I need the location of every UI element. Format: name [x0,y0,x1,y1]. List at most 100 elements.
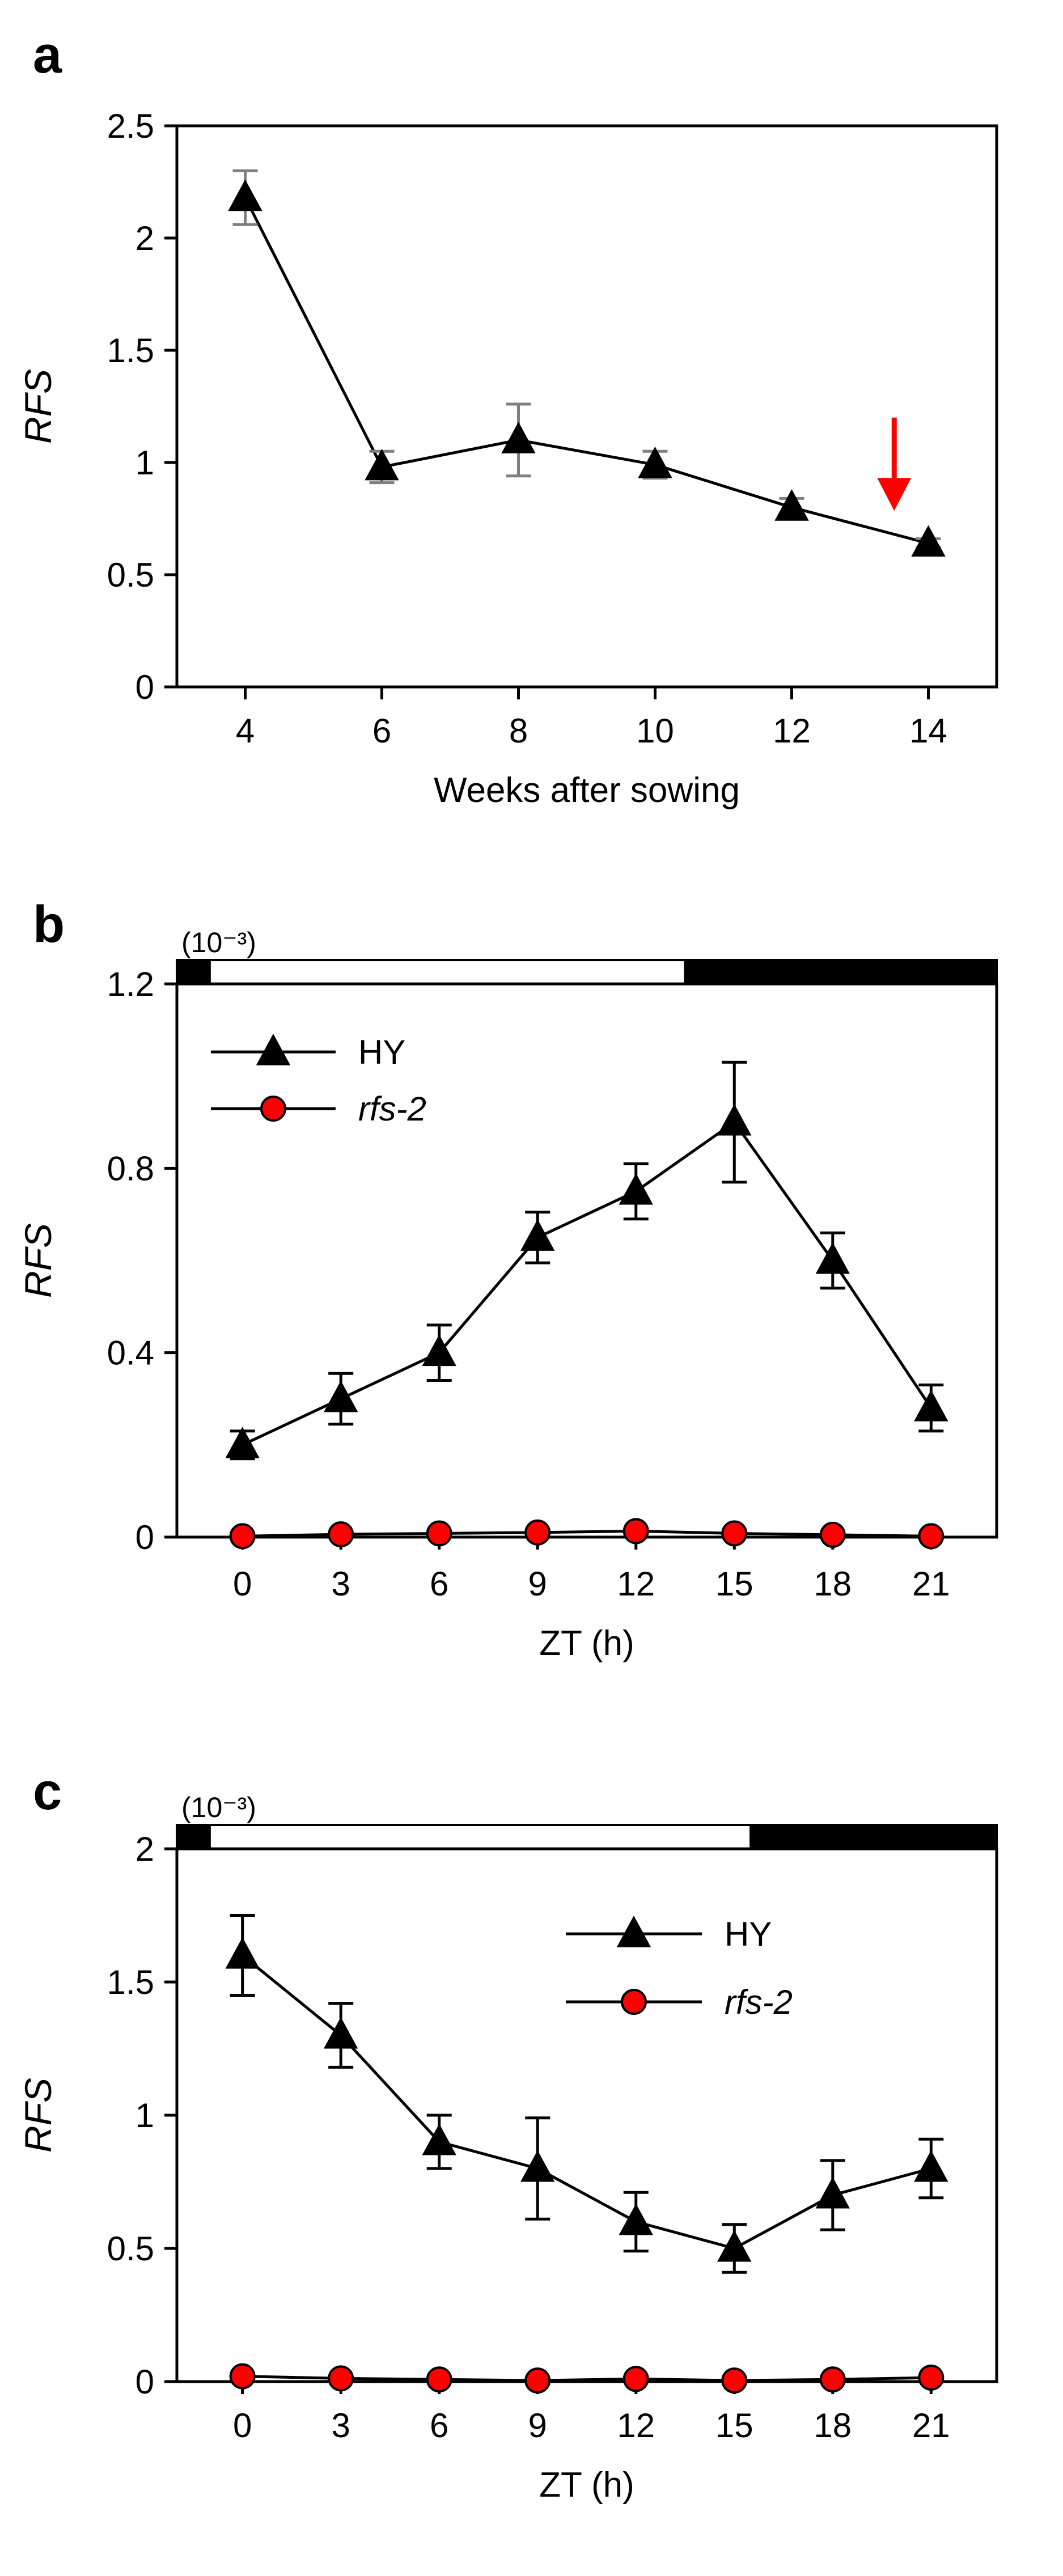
panel-b-legend-marker-rfs-2 [260,1096,286,1122]
panel-c-y-axis-title: RFS [17,2078,59,2153]
panel-letter-a: a [33,26,62,84]
panel-b-series-HY-point-9 [520,1219,555,1251]
panel-a-plot-frame [175,124,998,689]
panel-c-y-tick-label-2: 2 [135,1830,154,1868]
panel-b-photoperiod-light-segment-1 [208,959,687,985]
panel-c-series-rfs-2 [229,2363,945,2394]
panel-c-series-HY-point-0 [225,1937,260,1969]
panel-c-legend: HY rfs-2 [566,1915,793,2021]
panel-c-photoperiod-light-segment-1 [208,1824,752,1850]
panel-a-x-tick-label-10: 10 [636,712,674,750]
panel-c-photoperiod-dark-segment-0 [176,1824,211,1850]
panel-b-series-HY-point-0 [225,1427,260,1458]
panel-a-x-axis-title: Weeks after sowing [434,771,740,810]
panel-a-y-tick-label-1.5: 1.5 [107,332,154,370]
panel-a-x-tick-label-12: 12 [773,712,811,750]
panel-c-x-tick-label-18: 18 [814,2407,852,2445]
panel-c-series-rfs-2-point-3 [328,2365,354,2392]
panel-c-y-tick-label-1.5: 1.5 [107,1963,154,2001]
panel-c-series-HY-line [242,1954,931,2250]
panel-b-x-axis-title: ZT (h) [539,1624,634,1663]
chart-panel-a: 0 0.5 1 1.5 2 2.5 4 6 8 10 12 14 Weeks after sowing R… [17,107,998,810]
chart-panel-b: 0 0.4 0.8 1.2 0 3 6 9 12 15 18 21 ZT (h) RFS (10⁻³) HY r… [17,927,998,1663]
panel-a-series-RFS-point-8 [501,422,536,453]
panel-b-series-HY-point-3 [324,1380,358,1412]
panel-a-x-tick-label-14: 14 [909,712,947,750]
panel-c-series-HY-point-12 [619,2203,653,2235]
panel-c-series-HY-point-6 [422,2123,456,2155]
panel-c-series-HY-point-3 [324,2017,358,2049]
panel-c-series-rfs-2-point-6 [426,2366,452,2393]
panel-c-x-tick-label-0: 0 [233,2407,252,2445]
panel-b-series-rfs-2-point-18 [819,1521,846,1548]
panel-letter-b: b [33,896,65,953]
panel-b-scale-note: (10⁻³) [181,927,256,958]
panel-b-series-rfs-2-point-6 [426,1520,452,1547]
panel-a-y-tick-label-2: 2 [135,219,154,257]
panel-c-scale-note: (10⁻³) [181,1792,256,1823]
panel-c-photoperiod-dark-segment-2 [749,1824,998,1850]
panel-c-x-tick-label-12: 12 [617,2407,655,2445]
panel-b-series-HY-point-15 [717,1104,752,1136]
panel-b-series-rfs-2-line [242,1529,931,1538]
panel-b-series-rfs-2-point-3 [328,1521,354,1548]
panel-c-y-tick-label-0: 0 [135,2363,154,2401]
panel-b-series-HY-point-21 [914,1390,948,1421]
panel-c-series-rfs-2-point-21 [918,2364,945,2391]
panel-c-series-HY [225,1914,948,2274]
panel-b-series-HY-point-12 [619,1173,653,1205]
panel-b-photoperiod-dark-segment-2 [684,959,998,985]
panel-b-x-tick-label-3: 3 [332,1565,350,1603]
panel-a-y-tick-label-0: 0 [135,668,154,706]
panel-a-annotation-arrow-0 [877,417,912,511]
panel-c-series-rfs-2-point-12 [622,2366,649,2392]
panel-a-x-tick-label-8: 8 [509,712,528,750]
panel-b-x-tick-label-21: 21 [912,1565,950,1603]
panel-b-series-rfs-2-point-9 [524,1519,551,1546]
panel-a-y-tick-label-2.5: 2.5 [107,107,154,145]
panel-a-y-tick-label-1: 1 [135,444,154,482]
panel-b-y-axis-title: RFS [17,1223,59,1298]
panel-c-x-tick-label-6: 6 [430,2407,448,2445]
panel-c-x-tick-label-21: 21 [912,2407,950,2445]
panel-b-y-tick-label-0: 0 [135,1518,154,1556]
panel-c-series-rfs-2-line [242,2375,931,2382]
panel-b-legend-label-rfs-2: rfs-2 [358,1090,426,1128]
panel-c-y-tick-label-1: 1 [135,2097,154,2134]
panel-c-x-tick-label-15: 15 [715,2407,753,2445]
panel-c-series-HY-point-9 [520,2150,555,2182]
panel-b-legend: HY rfs-2 [211,1033,426,1128]
panel-b-plot-frame [175,982,998,1539]
panel-a-series-RFS [228,169,946,557]
panel-a-series-RFS-point-12 [774,489,809,521]
panel-c-x-tick-label-3: 3 [332,2407,350,2445]
panel-b-photoperiod-dark-segment-0 [176,959,211,985]
panel-b-series-HY-point-18 [815,1242,850,1274]
panel-c-plot-frame [175,1847,998,2383]
panel-c-series-HY-point-21 [914,2150,948,2182]
panel-b-legend-marker-HY [256,1033,291,1066]
panel-b-series-rfs-2 [229,1518,945,1550]
panel-b-legend-label-HY: HY [358,1033,405,1071]
panel-b-series-HY-line [242,1120,933,1446]
panel-c-y-tick-label-0.5: 0.5 [107,2230,154,2268]
panel-a-series-RFS-line [244,197,929,545]
panel-b-x-tick-label-9: 9 [528,1565,547,1603]
panel-b-series-HY-point-6 [422,1334,456,1366]
panel-b-x-tick-label-15: 15 [715,1565,753,1603]
panel-b-series-rfs-2-point-12 [622,1518,649,1544]
panel-a-series-RFS-point-6 [365,448,399,481]
panel-a-y-axis-title: RFS [17,369,59,444]
panel-c-x-axis-title: ZT (h) [539,2465,634,2505]
panel-c-series-rfs-2-point-15 [721,2367,748,2394]
panel-b-series-rfs-2-point-15 [721,1520,748,1547]
panel-a-x-tick-label-6: 6 [372,712,391,750]
panel-b-series-HY [225,1060,948,1461]
panel-b-x-tick-label-12: 12 [617,1565,655,1603]
panel-c-series-rfs-2-point-18 [819,2366,846,2393]
panel-b-y-tick-label-1.2: 1.2 [107,965,154,1003]
panel-b-y-tick-label-0.4: 0.4 [107,1334,154,1372]
panel-b-y-tick-label-0.8: 0.8 [107,1149,154,1187]
panel-c-series-rfs-2-point-0 [229,2363,256,2390]
